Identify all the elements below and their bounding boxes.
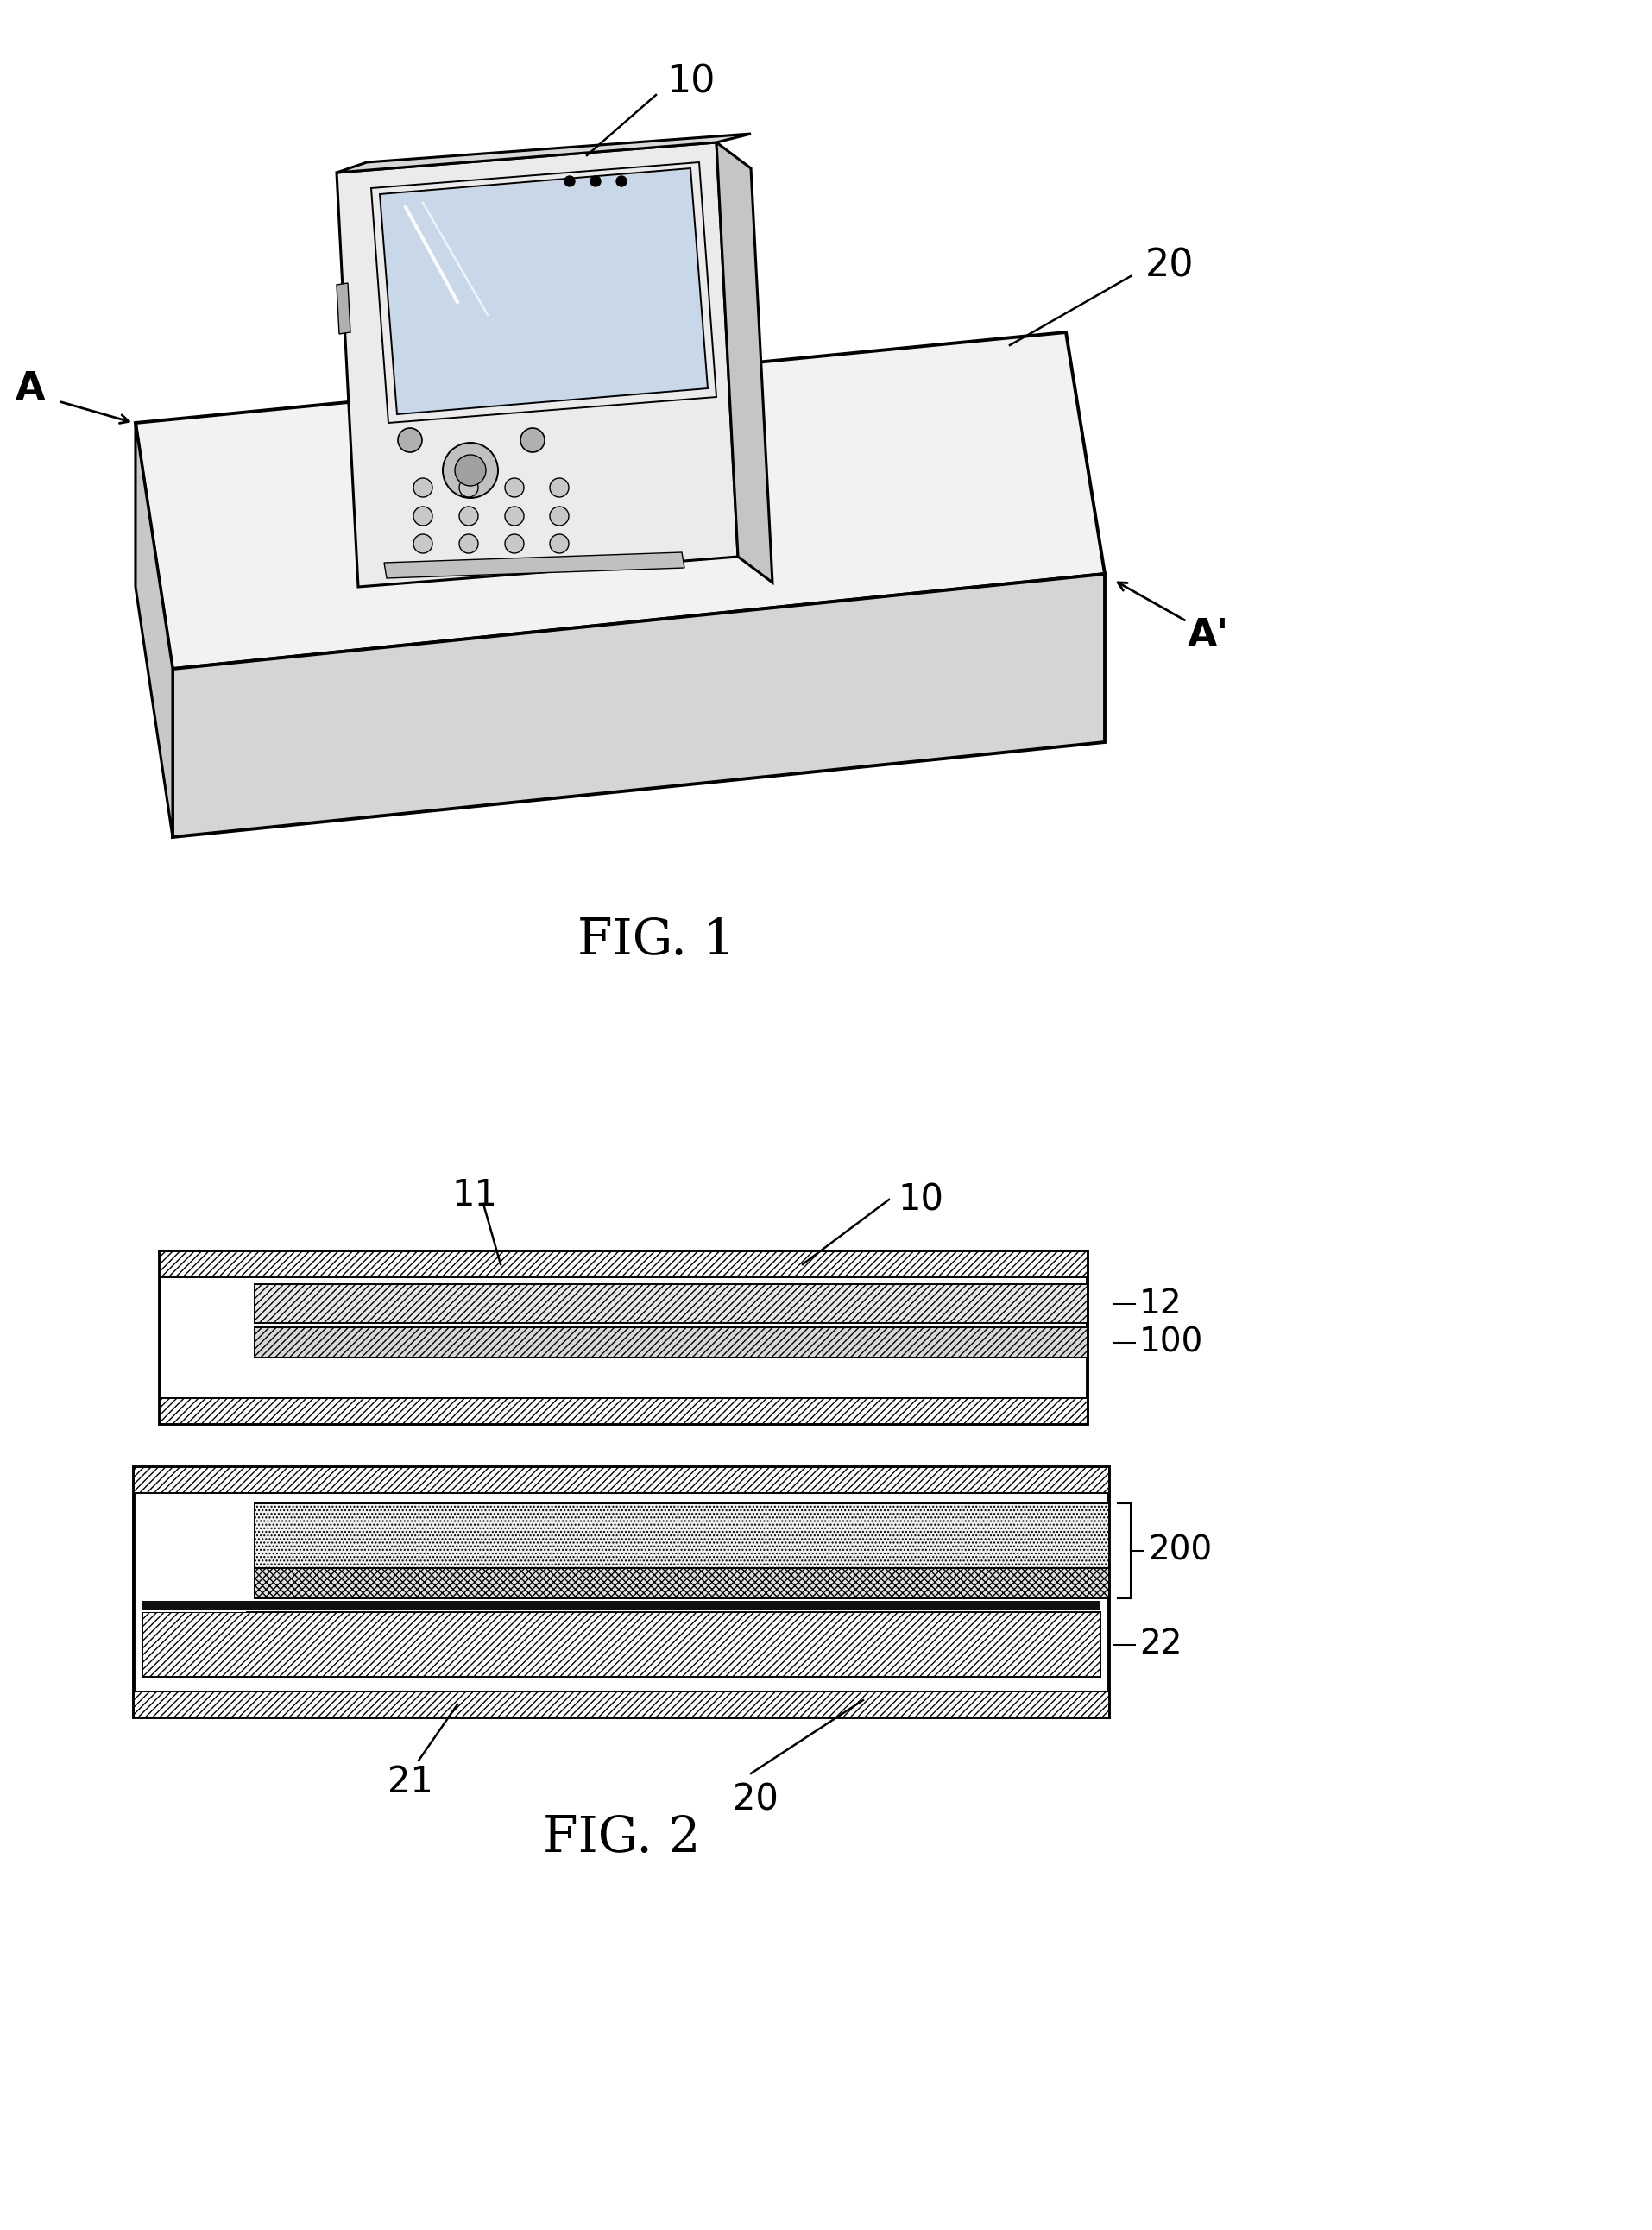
Text: 100: 100	[1138, 1327, 1203, 1358]
Bar	[134, 1467, 1108, 1494]
Circle shape	[550, 535, 568, 553]
Polygon shape	[337, 134, 750, 172]
Circle shape	[616, 176, 626, 187]
Circle shape	[459, 535, 477, 553]
Circle shape	[443, 444, 497, 497]
Circle shape	[459, 477, 477, 497]
Circle shape	[504, 535, 524, 553]
Text: 20: 20	[732, 1782, 778, 1817]
Text: FIG. 1: FIG. 1	[577, 917, 733, 966]
Text: 22: 22	[1138, 1628, 1181, 1661]
Circle shape	[504, 506, 524, 526]
Bar	[254, 1503, 1108, 1568]
Bar	[254, 1327, 1087, 1358]
Bar	[134, 1467, 1108, 1717]
Circle shape	[550, 477, 568, 497]
Polygon shape	[337, 283, 350, 334]
Bar	[160, 1251, 1087, 1425]
Bar	[160, 1398, 1087, 1425]
Bar	[134, 1693, 1108, 1717]
Circle shape	[413, 477, 433, 497]
Text: 20: 20	[1145, 248, 1193, 285]
Polygon shape	[135, 424, 172, 836]
Bar	[254, 1568, 1108, 1599]
Text: A': A'	[1188, 618, 1229, 653]
Circle shape	[413, 535, 433, 553]
Polygon shape	[380, 167, 707, 415]
Circle shape	[413, 506, 433, 526]
Circle shape	[565, 176, 575, 187]
Circle shape	[459, 506, 477, 526]
Polygon shape	[337, 143, 737, 586]
Polygon shape	[715, 143, 771, 582]
Bar	[142, 1548, 246, 1612]
Text: 10: 10	[897, 1182, 943, 1218]
Circle shape	[454, 455, 486, 486]
Text: A: A	[15, 370, 45, 406]
Bar	[142, 1612, 1100, 1677]
Circle shape	[550, 506, 568, 526]
Circle shape	[520, 428, 545, 453]
Text: 10: 10	[666, 62, 715, 100]
Bar	[142, 1601, 1100, 1610]
Text: 11: 11	[451, 1177, 497, 1213]
Bar	[160, 1251, 1087, 1278]
Text: FIG. 2: FIG. 2	[542, 1813, 700, 1862]
Polygon shape	[383, 553, 684, 578]
Circle shape	[504, 477, 524, 497]
Text: 21: 21	[387, 1764, 433, 1800]
Text: 200: 200	[1148, 1534, 1211, 1568]
Circle shape	[398, 428, 421, 453]
Bar	[254, 1284, 1087, 1322]
Text: 12: 12	[1138, 1287, 1181, 1320]
Polygon shape	[135, 332, 1104, 669]
Polygon shape	[172, 573, 1104, 836]
Circle shape	[590, 176, 600, 187]
